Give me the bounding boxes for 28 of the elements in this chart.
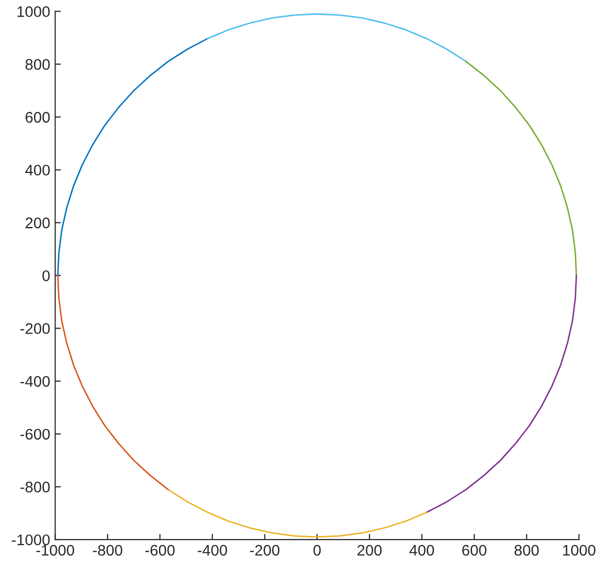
y-tick-label: 600 — [26, 112, 50, 123]
x-tick-label: 200 — [358, 544, 382, 556]
line-series — [465, 60, 578, 276]
line-series — [168, 488, 428, 538]
x-tick-label: 800 — [514, 544, 539, 556]
line-series — [426, 274, 578, 514]
y-tick-label: -1000 — [12, 534, 50, 546]
line-series — [206, 13, 467, 62]
x-tick-label: 0 — [313, 544, 321, 556]
y-tick-label: 400 — [25, 164, 50, 176]
y-tick-label: 1000 — [18, 6, 50, 18]
line-series — [57, 38, 208, 276]
y-tick-label: 800 — [26, 59, 50, 70]
x-tick-label: -800 — [92, 544, 122, 556]
x-tick-label: 1000 — [563, 544, 596, 556]
x-tick-label: 400 — [409, 544, 434, 556]
y-tick-label: -200 — [20, 323, 50, 334]
y-tick-label: -400 — [20, 376, 50, 387]
x-tick-label: -600 — [145, 544, 175, 556]
y-tick-label: 0 — [42, 270, 50, 282]
y-tick-label: 200 — [26, 218, 50, 228]
x-tick-label: -400 — [198, 544, 228, 556]
x-tick-label: 600 — [462, 544, 486, 556]
x-tick-label: -200 — [250, 544, 280, 556]
line-series — [57, 274, 170, 490]
y-tick-label: -800 — [20, 482, 50, 492]
x-tick-label: -1000 — [36, 544, 74, 556]
y-tick-label: -600 — [20, 428, 50, 440]
